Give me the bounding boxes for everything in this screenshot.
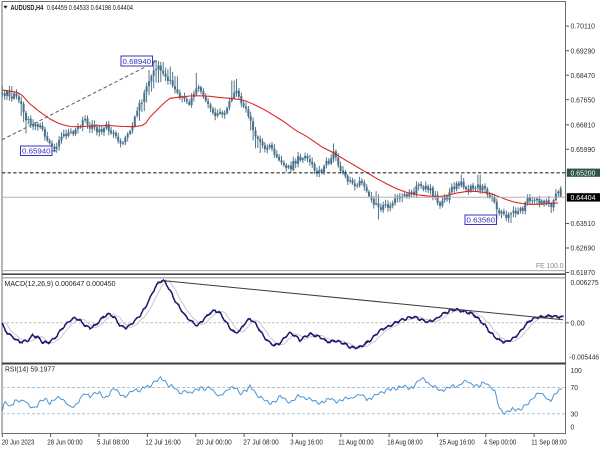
svg-text:0.64459 0.64533 0.64198 0.6440: 0.64459 0.64533 0.64198 0.64404 bbox=[47, 3, 133, 12]
svg-text:0.67650: 0.67650 bbox=[571, 97, 596, 104]
svg-text:0.66810: 0.66810 bbox=[571, 122, 596, 129]
svg-text:0.68940: 0.68940 bbox=[123, 57, 152, 66]
svg-text:18 Aug 08:00: 18 Aug 08:00 bbox=[387, 438, 422, 447]
svg-text:4 Sep 00:00: 4 Sep 00:00 bbox=[484, 438, 517, 447]
svg-text:0.61870: 0.61870 bbox=[571, 270, 596, 277]
svg-text:RSI(14) 59.1977: RSI(14) 59.1977 bbox=[5, 365, 55, 374]
svg-text:12 Jul 16:00: 12 Jul 16:00 bbox=[145, 438, 180, 447]
svg-text:100: 100 bbox=[571, 368, 582, 375]
svg-text:-0.005446: -0.005446 bbox=[570, 355, 600, 362]
svg-text:30: 30 bbox=[571, 411, 579, 418]
svg-text:0.63560: 0.63560 bbox=[467, 216, 496, 225]
svg-text:0.65990: 0.65990 bbox=[571, 147, 596, 154]
svg-text:20 Jul 00:00: 20 Jul 00:00 bbox=[196, 438, 231, 447]
svg-text:0.68470: 0.68470 bbox=[571, 73, 596, 80]
svg-text:FE 100.0: FE 100.0 bbox=[536, 263, 564, 270]
svg-text:0.006275: 0.006275 bbox=[571, 280, 599, 287]
svg-text:0.64404: 0.64404 bbox=[571, 195, 596, 202]
svg-text:3 Aug 16:00: 3 Aug 16:00 bbox=[290, 438, 323, 447]
svg-text:MACD(12,26,9) 0.000647 0.00045: MACD(12,26,9) 0.000647 0.000450 bbox=[5, 279, 116, 288]
svg-text:AUDUSD,H4: AUDUSD,H4 bbox=[11, 3, 44, 12]
svg-text:0.69290: 0.69290 bbox=[571, 48, 596, 55]
svg-text:25 Aug 16:00: 25 Aug 16:00 bbox=[439, 438, 474, 447]
svg-text:11 Aug 00:00: 11 Aug 00:00 bbox=[338, 438, 373, 447]
svg-text:27 Jul 08:00: 27 Jul 08:00 bbox=[243, 438, 278, 447]
svg-text:0.70110: 0.70110 bbox=[571, 24, 596, 31]
svg-text:0.65200: 0.65200 bbox=[571, 170, 596, 177]
svg-text:0.63510: 0.63510 bbox=[571, 221, 596, 228]
svg-text:5 Jul 08:00: 5 Jul 08:00 bbox=[97, 438, 130, 447]
svg-text:0.62690: 0.62690 bbox=[571, 246, 596, 253]
svg-text:70: 70 bbox=[571, 385, 579, 392]
svg-text:28 Jun 00:00: 28 Jun 00:00 bbox=[47, 438, 82, 447]
svg-text:11 Sep 08:00: 11 Sep 08:00 bbox=[531, 438, 566, 447]
svg-text:20 Jun 2023: 20 Jun 2023 bbox=[2, 438, 35, 447]
svg-text:0: 0 bbox=[571, 425, 575, 432]
svg-text:0.65940: 0.65940 bbox=[22, 147, 51, 156]
svg-text:0.00: 0.00 bbox=[571, 320, 585, 327]
